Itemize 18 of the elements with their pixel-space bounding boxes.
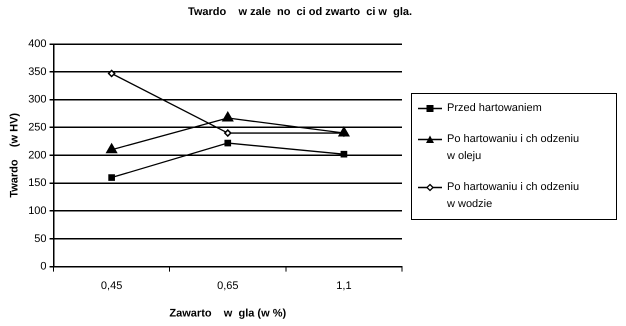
y-tick-label: 50: [34, 232, 47, 245]
legend-label: Przed hartowaniem: [447, 101, 542, 116]
y-tick-label: 100: [28, 204, 47, 217]
legend-label: Po hartowaniu i ch odzeniu w wodzie: [447, 180, 580, 212]
y-tick-label: 300: [28, 94, 47, 106]
y-tick-label: 250: [28, 122, 47, 134]
y-tick-label: 400: [28, 38, 47, 50]
x-tick-label: 1,1: [336, 280, 352, 292]
x-tick-label: 0,65: [217, 280, 238, 292]
x-tick-label: 0,45: [100, 280, 122, 292]
y-tick-label: 150: [28, 177, 47, 190]
y-axis-title: Twardo (w HV): [8, 112, 21, 198]
y-tick-label: 200: [28, 149, 47, 162]
x-axis-title: Zawarto w gla (w %): [169, 307, 286, 320]
y-tick-label: 350: [28, 66, 47, 78]
chart-title: Twardo w zale no ci od zwarto ci w gla.: [186, 6, 414, 18]
y-tick-label: 0: [40, 260, 47, 273]
legend-label: Po hartowaniu i ch odzeniu w oleju: [447, 132, 580, 164]
